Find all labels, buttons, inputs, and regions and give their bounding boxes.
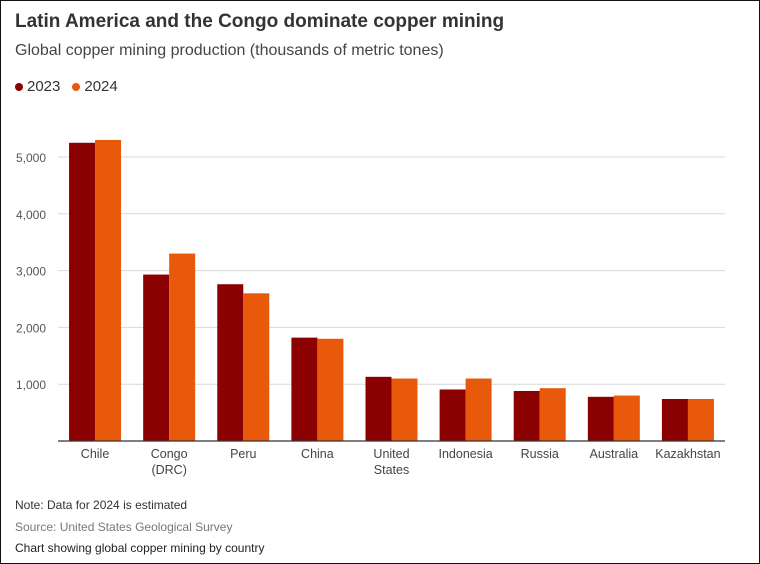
bar-2024-congodrc <box>169 253 196 441</box>
x-tick-label-line: Australia <box>590 447 639 461</box>
chart-caption: Chart showing global copper mining by co… <box>15 541 265 555</box>
bar-2023-unitedstates <box>365 376 392 441</box>
bar-2023-china <box>291 337 318 441</box>
y-tick-label: 3,000 <box>16 265 46 279</box>
legend-label-2023: 2023 <box>27 78 61 95</box>
bar-2023-australia <box>587 396 614 441</box>
x-tick-label-line: Indonesia <box>439 447 493 461</box>
bar-2023-russia <box>513 390 540 441</box>
source-line: Source: United States Geological Survey <box>15 520 233 534</box>
bar-2024-chile <box>95 139 122 441</box>
bar-2023-peru <box>217 284 244 441</box>
bars <box>69 139 714 442</box>
legend-swatch-2023 <box>15 82 23 91</box>
chart-title: Latin America and the Congo dominate cop… <box>15 11 505 32</box>
x-tick-label: Chile <box>81 447 110 461</box>
y-axis: 1,000 2,000 3,000 4,000 5,000 <box>16 151 46 392</box>
x-tick-label-line: China <box>301 447 334 461</box>
bar-2023-kazakhstan <box>661 398 688 441</box>
x-tick-label: Congo (DRC) <box>151 447 188 477</box>
x-tick-label-line: Chile <box>81 447 110 461</box>
x-tick-label-line: (DRC) <box>151 463 186 477</box>
x-tick-label: Indonesia <box>439 447 493 461</box>
x-tick-label-line: United <box>373 447 409 461</box>
bar-chart: 1,000 2,000 3,000 4,000 5,000 Chile Congo (DRC… <box>16 139 725 477</box>
legend: 2023 2024 <box>15 78 118 95</box>
bar-2024-russia <box>539 388 566 441</box>
bar-2024-kazakhstan <box>687 398 714 441</box>
x-tick-label-line: Congo <box>151 447 188 461</box>
y-tick-label: 2,000 <box>16 321 46 335</box>
bar-2023-indonesia <box>439 389 466 441</box>
x-tick-label: Kazakhstan <box>655 447 720 461</box>
legend-label-2024: 2024 <box>84 78 118 95</box>
bar-2024-unitedstates <box>391 378 418 441</box>
bar-2023-chile <box>69 142 96 442</box>
bar-2023-congodrc <box>143 274 170 441</box>
x-tick-label: United States <box>373 447 409 477</box>
x-tick-label-line: States <box>374 463 409 477</box>
legend-item-2023: 2023 <box>15 78 60 95</box>
x-tick-label: Peru <box>230 447 256 461</box>
x-axis: Chile Congo (DRC) Peru China United States Indo… <box>58 440 725 477</box>
y-tick-label: 5,000 <box>16 151 46 165</box>
x-tick-label: Russia <box>521 447 559 461</box>
bar-2024-indonesia <box>465 378 492 441</box>
x-tick-label-line: Russia <box>521 447 559 461</box>
y-tick-label: 1,000 <box>16 378 46 392</box>
chart-subtitle: Global copper mining production (thousan… <box>15 42 444 59</box>
x-tick-label-line: Kazakhstan <box>655 447 720 461</box>
bar-2024-australia <box>613 395 640 441</box>
y-tick-label: 4,000 <box>16 208 46 222</box>
x-tick-label-line: Peru <box>230 447 256 461</box>
bar-2024-peru <box>243 293 270 441</box>
footnote: Note: Data for 2024 is estimated <box>15 498 188 512</box>
x-tick-label: Australia <box>590 447 639 461</box>
legend-swatch-2024 <box>72 82 81 91</box>
legend-item-2024: 2024 <box>72 78 118 95</box>
bar-2024-china <box>317 338 344 441</box>
x-tick-label: China <box>301 447 334 461</box>
